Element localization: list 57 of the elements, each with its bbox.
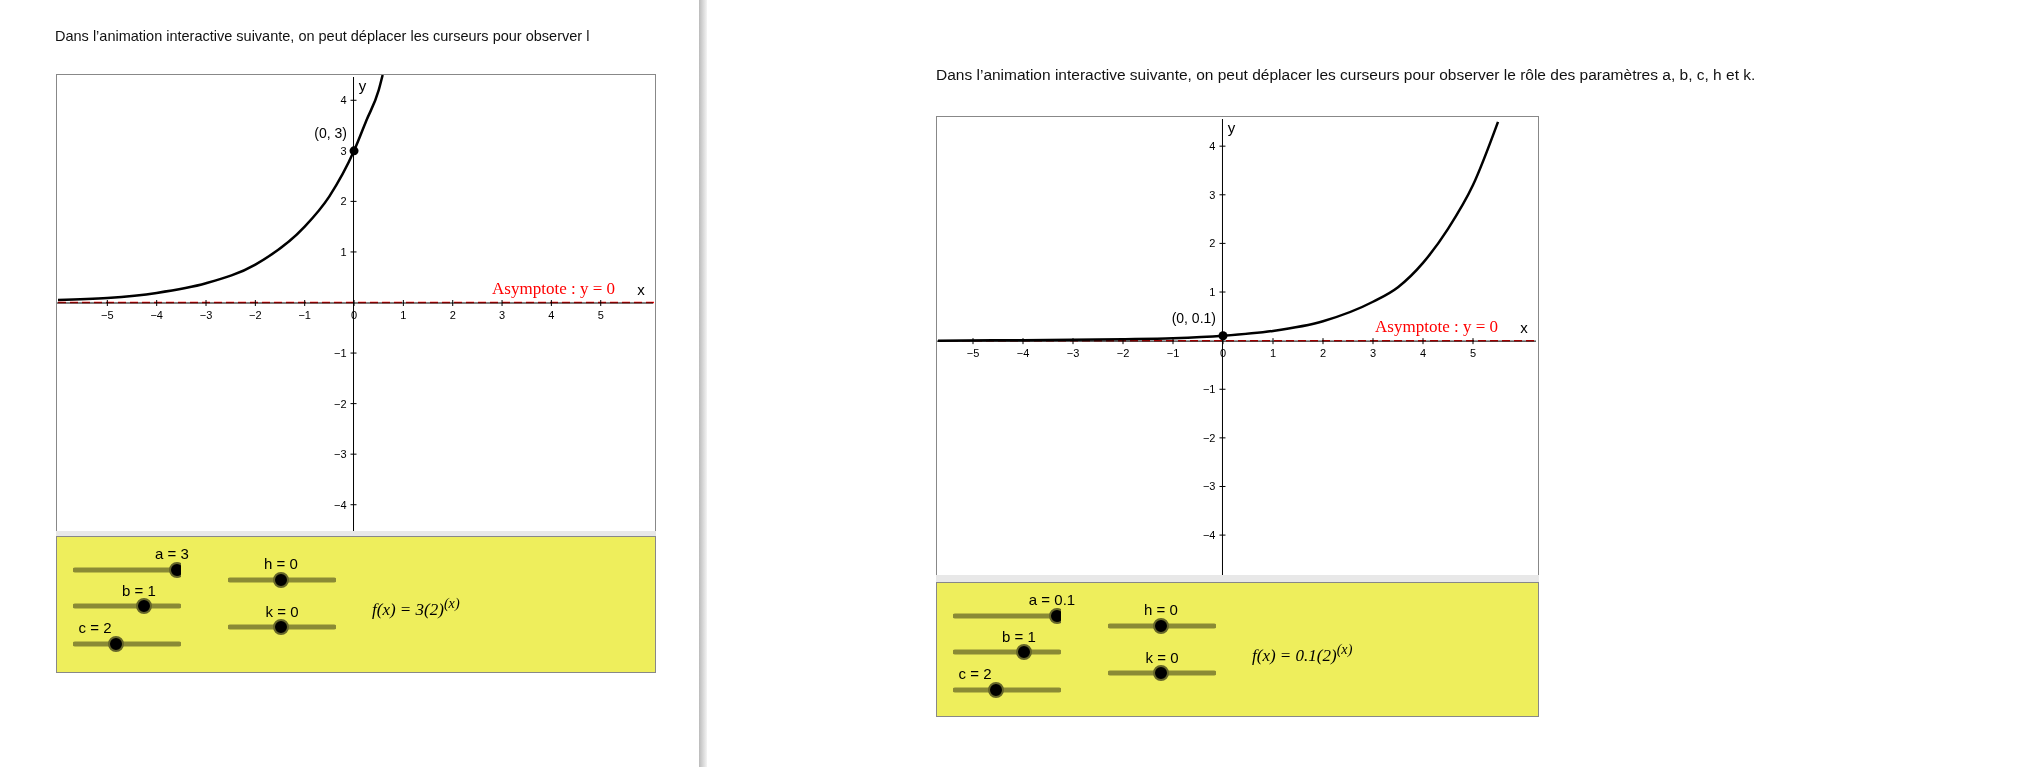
x-tick-label: −2 — [249, 309, 262, 321]
x-tick-label: 3 — [1369, 347, 1377, 360]
text: h = 0 — [264, 555, 298, 572]
text: c = 2 — [958, 665, 992, 682]
annotation: (0, 0.1) — [1171, 309, 1216, 326]
text: c = 2 — [78, 619, 112, 636]
y-tick-label: 1 — [340, 245, 347, 258]
y-tick-label: 3 — [340, 144, 347, 157]
y-tick-label: 2 — [1209, 237, 1216, 250]
chart-title: Dans l’animation interactive suivante, on peut déplacer les curseurs pour observer l — [55, 28, 590, 44]
y-tick-label: 4 — [340, 94, 347, 107]
ref-line-label: Asymptote : y = 0 — [492, 278, 615, 298]
x-axis-title: x — [1520, 319, 1529, 337]
x-tick-label: 2 — [449, 309, 456, 321]
y-tick-label: −4 — [1202, 529, 1216, 542]
annotation: (0, 3) — [314, 124, 348, 141]
x-tick-label: 4 — [1419, 347, 1427, 360]
x-tick-label: −5 — [966, 347, 980, 360]
x-tick-label: −5 — [101, 309, 114, 321]
x-tick-label: 3 — [498, 309, 506, 321]
x-tick-label: 5 — [597, 309, 604, 321]
x-tick-label: −1 — [1166, 347, 1180, 360]
text: f(x) = 0.1(2)$^{(x)}$ — [1252, 641, 1353, 666]
x-tick-label: −4 — [150, 309, 163, 321]
text: k = 0 — [265, 603, 299, 620]
x-tick-label: −3 — [1066, 347, 1080, 360]
y-tick-label: 1 — [1209, 286, 1216, 299]
text: a = 0.1 — [1028, 591, 1076, 608]
y-axis-title: y — [1227, 119, 1236, 136]
y-tick-label: 2 — [340, 195, 347, 208]
x-tick-label: −2 — [1116, 347, 1130, 360]
text: k = 0 — [1145, 649, 1179, 666]
y-tick-label: −3 — [1202, 480, 1216, 493]
chart-title: Dans l’animation interactive suivante, on peut déplacer les curseurs pour observer le rôle des paramètres a, b, c, h et k. — [936, 66, 1756, 84]
x-tick-label: 1 — [1269, 347, 1277, 360]
y-tick-label: 3 — [1209, 188, 1216, 201]
y-tick-label: −2 — [333, 397, 347, 410]
text: a = 3 — [155, 545, 189, 562]
ref-line-label: Asymptote : y = 0 — [1375, 316, 1498, 336]
text: b = 1 — [122, 582, 156, 599]
x-tick-label: −4 — [1016, 347, 1030, 360]
x-tick-label: 5 — [1469, 347, 1477, 360]
x-tick-label: −1 — [298, 309, 311, 321]
y-tick-label: 4 — [1209, 140, 1216, 153]
text: f(x) = 3(2)$^{(x)}$ — [372, 595, 460, 620]
x-tick-label: 2 — [1319, 347, 1327, 360]
y-tick-label: −4 — [333, 498, 347, 511]
x-tick-label: −3 — [199, 309, 213, 321]
y-tick-label: −2 — [1202, 431, 1216, 444]
x-tick-label: 1 — [400, 309, 407, 321]
x-axis-title: x — [637, 281, 646, 298]
y-tick-label: −1 — [1202, 383, 1216, 396]
x-tick-label: 4 — [548, 309, 555, 321]
y-axis-title: y — [358, 77, 367, 94]
y-tick-label: −3 — [333, 448, 347, 461]
text: h = 0 — [1144, 601, 1178, 618]
text: b = 1 — [1002, 628, 1036, 645]
